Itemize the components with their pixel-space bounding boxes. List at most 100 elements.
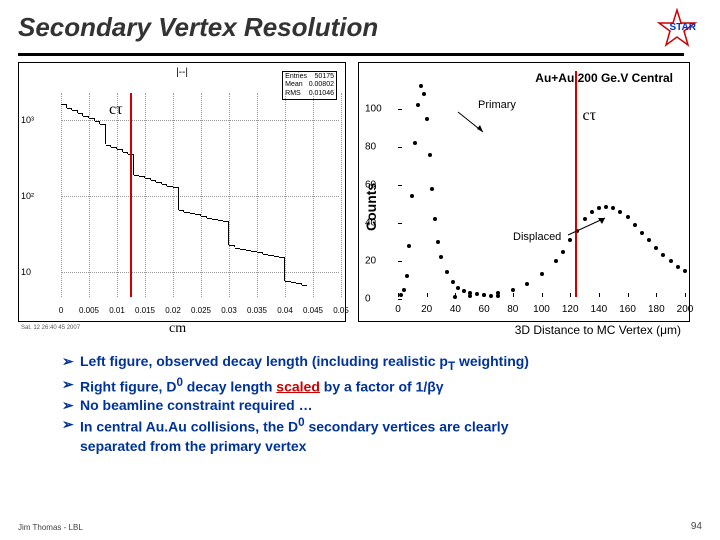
bullet-item: Right figure, D0 decay length scaled by … bbox=[62, 375, 690, 397]
data-marker bbox=[422, 92, 426, 96]
page-number: 94 bbox=[691, 521, 702, 532]
data-marker bbox=[402, 288, 406, 292]
stat-entries-v: 50175 bbox=[315, 73, 334, 81]
bullet-item: Left figure, observed decay length (incl… bbox=[62, 352, 690, 375]
left-xtick: 0.04 bbox=[277, 306, 293, 315]
right-ytick: 40 bbox=[365, 218, 376, 229]
footer-author: Jim Thomas - LBL bbox=[18, 523, 83, 532]
left-plot-area bbox=[61, 93, 339, 297]
right-xtick: 20 bbox=[421, 304, 432, 315]
stat-mean-v: 0.00802 bbox=[309, 81, 334, 89]
left-xtick: 0.03 bbox=[221, 306, 237, 315]
right-xtick: 120 bbox=[562, 304, 579, 315]
right-xtick: 0 bbox=[395, 304, 401, 315]
data-marker bbox=[399, 293, 403, 297]
data-marker bbox=[405, 274, 409, 278]
left-ytick: 10³ bbox=[21, 115, 34, 125]
ct-label-left: cτ bbox=[109, 101, 123, 119]
data-marker bbox=[445, 270, 449, 274]
ct-line-right bbox=[575, 71, 577, 297]
stat-entries-l: Entries bbox=[285, 73, 307, 81]
data-marker bbox=[410, 194, 414, 198]
right-ytick: 20 bbox=[365, 256, 376, 267]
right-xtick: 140 bbox=[591, 304, 608, 315]
data-marker bbox=[676, 265, 680, 269]
data-marker bbox=[419, 84, 423, 88]
data-marker bbox=[451, 280, 455, 284]
data-marker bbox=[683, 269, 687, 273]
stat-mean-l: Mean bbox=[285, 81, 303, 89]
data-marker bbox=[475, 292, 479, 296]
right-xtick: 200 bbox=[677, 304, 694, 315]
left-chart-top-label: |--| bbox=[176, 67, 188, 78]
data-marker bbox=[654, 246, 658, 250]
data-marker bbox=[640, 231, 644, 235]
timestamp: Sat. 12 26:40 45 2007 bbox=[21, 325, 80, 331]
data-marker bbox=[604, 205, 608, 209]
page-title: Secondary Vertex Resolution bbox=[18, 12, 720, 43]
data-marker bbox=[468, 294, 472, 298]
data-marker bbox=[433, 217, 437, 221]
data-marker bbox=[407, 244, 411, 248]
left-xtick: 0.005 bbox=[79, 306, 99, 315]
data-marker bbox=[511, 288, 515, 292]
data-marker bbox=[647, 238, 651, 242]
data-marker bbox=[661, 253, 665, 257]
data-marker bbox=[482, 293, 486, 297]
data-marker bbox=[489, 294, 493, 298]
left-xtick: 0.035 bbox=[247, 306, 267, 315]
data-marker bbox=[456, 286, 460, 290]
right-xtick: 100 bbox=[533, 304, 550, 315]
data-marker bbox=[430, 187, 434, 191]
left-xtick: 0 bbox=[59, 306, 63, 315]
left-xtick: 0.02 bbox=[165, 306, 181, 315]
left-ytick: 10 bbox=[21, 267, 31, 277]
data-marker bbox=[453, 295, 457, 299]
right-xlabel: 3D Distance to MC Vertex (μm) bbox=[515, 323, 681, 337]
right-ytick: 80 bbox=[365, 142, 376, 153]
left-xtick: 0.045 bbox=[303, 306, 323, 315]
data-marker bbox=[626, 215, 630, 219]
right-xtick: 180 bbox=[648, 304, 665, 315]
data-marker bbox=[525, 282, 529, 286]
bullet-item: In central Au.Au collisions, the D0 seco… bbox=[62, 415, 690, 455]
data-marker bbox=[413, 141, 417, 145]
bullet-list: Left figure, observed decay length (incl… bbox=[0, 322, 720, 455]
bullet-item: No beamline constraint required … bbox=[62, 396, 690, 415]
data-marker bbox=[669, 259, 673, 263]
right-xtick: 60 bbox=[479, 304, 490, 315]
displaced-label: Displaced bbox=[513, 231, 561, 243]
right-xtick: 160 bbox=[619, 304, 636, 315]
right-xtick: 40 bbox=[450, 304, 461, 315]
right-ytick: 60 bbox=[365, 180, 376, 191]
ct-label-right: cτ bbox=[583, 107, 597, 125]
right-plot-area: cτPrimaryDisplaced bbox=[398, 71, 683, 297]
right-ytick: 0 bbox=[365, 294, 371, 305]
data-marker bbox=[496, 291, 500, 295]
data-marker bbox=[611, 206, 615, 210]
data-marker bbox=[554, 259, 558, 263]
left-chart: |--| Entries50175 Mean0.00802 RMS0.01046… bbox=[18, 62, 346, 322]
data-marker bbox=[597, 206, 601, 210]
left-xtick: 0.025 bbox=[191, 306, 211, 315]
ct-line-left bbox=[130, 93, 132, 297]
data-marker bbox=[633, 223, 637, 227]
data-marker bbox=[425, 117, 429, 121]
right-chart: Au+Au 200 Ge.V Central Counts cτPrimaryD… bbox=[358, 62, 690, 322]
data-marker bbox=[439, 255, 443, 259]
data-marker bbox=[618, 210, 622, 214]
left-xtick: 0.05 bbox=[333, 306, 349, 315]
left-xtick: 0.015 bbox=[135, 306, 155, 315]
right-xtick: 80 bbox=[507, 304, 518, 315]
left-ytick: 10² bbox=[21, 191, 34, 201]
star-logo-text: STAR bbox=[670, 22, 696, 33]
data-marker bbox=[416, 103, 420, 107]
data-marker bbox=[428, 153, 432, 157]
data-marker bbox=[462, 289, 466, 293]
left-xtick: 0.01 bbox=[109, 306, 125, 315]
data-marker bbox=[540, 272, 544, 276]
left-xlabel: cm bbox=[169, 321, 186, 337]
data-marker bbox=[561, 250, 565, 254]
data-marker bbox=[436, 240, 440, 244]
right-ytick: 100 bbox=[365, 104, 382, 115]
